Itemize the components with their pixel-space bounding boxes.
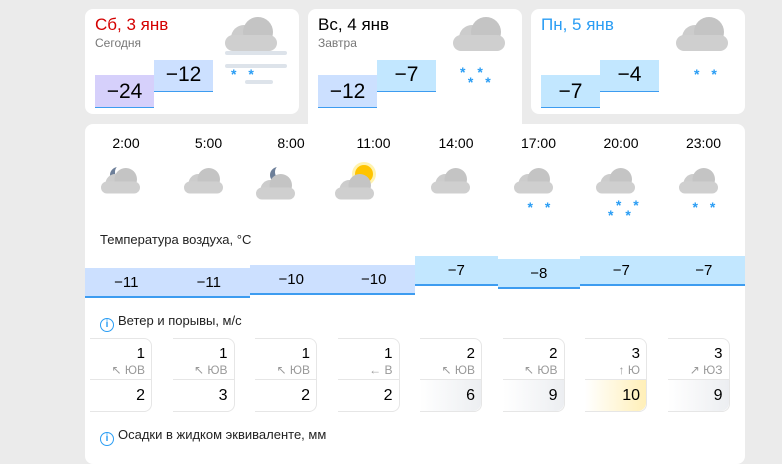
- wind-direction: ↖ ЮВ: [111, 363, 145, 377]
- wind-gust: 3: [172, 379, 234, 411]
- wind-direction: ↖ ЮВ: [441, 363, 475, 377]
- hour-time: 17:00: [520, 135, 557, 151]
- temp-label: Температура воздуха, °C: [100, 232, 252, 247]
- cloud-shape: [183, 168, 223, 194]
- hour-time: 20:00: [603, 135, 639, 151]
- hourly-panel: Температура воздуха, °C i Ветер и порывы,…: [85, 124, 745, 464]
- hour-time: 23:00: [685, 135, 722, 151]
- cloud-shape: [101, 168, 140, 194]
- cloud-light-snow-icon: * *: [663, 162, 745, 214]
- night-temp: −12: [318, 75, 377, 108]
- wind-speed: 1: [301, 345, 310, 362]
- temp-bar: −11: [167, 268, 250, 298]
- wind-gust: 6: [420, 379, 481, 411]
- wind-gust: 9: [502, 379, 564, 411]
- cloud-icon: [168, 162, 250, 212]
- cloud-shape: [431, 168, 470, 194]
- wind-direction: ↗ ЮЗ: [689, 363, 723, 377]
- hour-time: 14:00: [438, 135, 474, 151]
- moon-cloud-icon: [250, 162, 332, 212]
- wind-speed: 3: [714, 345, 723, 362]
- cloud-light-snow-icon: * *: [498, 162, 580, 214]
- wind-speed: 1: [384, 345, 393, 362]
- day-subtitle: Сегодня: [95, 36, 141, 50]
- day-name: Сб, 3 янв: [95, 15, 169, 34]
- cloud-icon: [415, 162, 497, 212]
- wind-cell: 3 ↗ ЮЗ 9: [667, 338, 730, 412]
- temp-bar: −11: [85, 268, 168, 298]
- wind-speed: 2: [466, 345, 475, 362]
- cloud-snow-icon: * * * *: [580, 162, 662, 222]
- day-temp: −12: [154, 60, 213, 92]
- wind-gust: 2: [255, 379, 316, 411]
- day-name: Вс, 4 янв: [318, 15, 390, 34]
- temp-bar: −7: [580, 256, 663, 286]
- wind-direction: ↖ ЮВ: [523, 363, 558, 377]
- hour-time: 11:00: [356, 135, 391, 151]
- cloud-moon-icon: [85, 162, 167, 212]
- hour-time: 5:00: [194, 135, 223, 151]
- wind-speed: 3: [631, 345, 640, 362]
- cloud-shape: [513, 168, 553, 194]
- day-card[interactable]: Пн, 5 янв * * −7 −4: [531, 9, 745, 114]
- wind-gust: 2: [90, 379, 151, 411]
- sun-cloud-icon: [333, 162, 415, 212]
- wind-direction: ↖ ЮВ: [193, 363, 228, 377]
- cloud-shape: [334, 174, 374, 200]
- wind-label: i Ветер и порывы, м/с: [100, 313, 242, 332]
- cloud-shape: [596, 168, 635, 194]
- day-subtitle: Завтра: [318, 36, 357, 50]
- night-temp: −24: [95, 75, 154, 108]
- wind-gust: 10: [585, 379, 646, 411]
- day-card[interactable]: Сб, 3 янв Сегодня * * −24 −12: [85, 9, 299, 114]
- hour-time: 8:00: [277, 135, 305, 151]
- wind-direction: ↖ ЮВ: [276, 363, 310, 377]
- wind-cell: 2 ↖ ЮВ 9: [502, 338, 565, 412]
- precip-label: i Осадки в жидком эквиваленте, мм: [100, 427, 326, 446]
- wind-speed: 1: [219, 345, 228, 362]
- cloud-shape: [225, 17, 277, 51]
- wind-cell: 1 ↖ ЮВ 3: [172, 338, 235, 412]
- hour-time: 2:00: [112, 135, 140, 151]
- wind-speed: 2: [549, 345, 558, 362]
- wind-direction: ← В: [369, 363, 393, 377]
- wind-gust: 9: [667, 379, 729, 411]
- info-icon[interactable]: i: [100, 432, 114, 446]
- wind-cell: 3 ↑ Ю 10: [585, 338, 647, 412]
- day-temp: −4: [600, 60, 659, 92]
- day-temp: −7: [377, 60, 436, 92]
- temp-bar: −7: [662, 256, 745, 286]
- cloud-shape: [676, 17, 728, 51]
- night-temp: −7: [541, 75, 600, 108]
- wind-cell: 1 ↖ ЮВ 2: [90, 338, 152, 412]
- wind-direction: ↑ Ю: [618, 363, 640, 377]
- cloud-shape: [453, 17, 505, 51]
- wind-cell: 1 ← В 2: [337, 338, 400, 412]
- wind-cell: 2 ↖ ЮВ 6: [420, 338, 482, 412]
- day-card[interactable]: Вс, 4 янв Завтра * * * * −12 −7: [308, 9, 522, 134]
- temp-bar: −10: [250, 265, 333, 295]
- temp-bar: −8: [497, 259, 580, 289]
- cloud-shape: [256, 174, 295, 200]
- temp-bar: −10: [332, 265, 415, 295]
- temp-bar: −7: [415, 256, 498, 286]
- wind-gust: 2: [337, 379, 399, 411]
- day-name: Пн, 5 янв: [541, 15, 614, 34]
- cloud-shape: [678, 168, 718, 194]
- wind-speed: 1: [136, 345, 145, 362]
- wind-cell: 1 ↖ ЮВ 2: [255, 338, 317, 412]
- info-icon[interactable]: i: [100, 318, 114, 332]
